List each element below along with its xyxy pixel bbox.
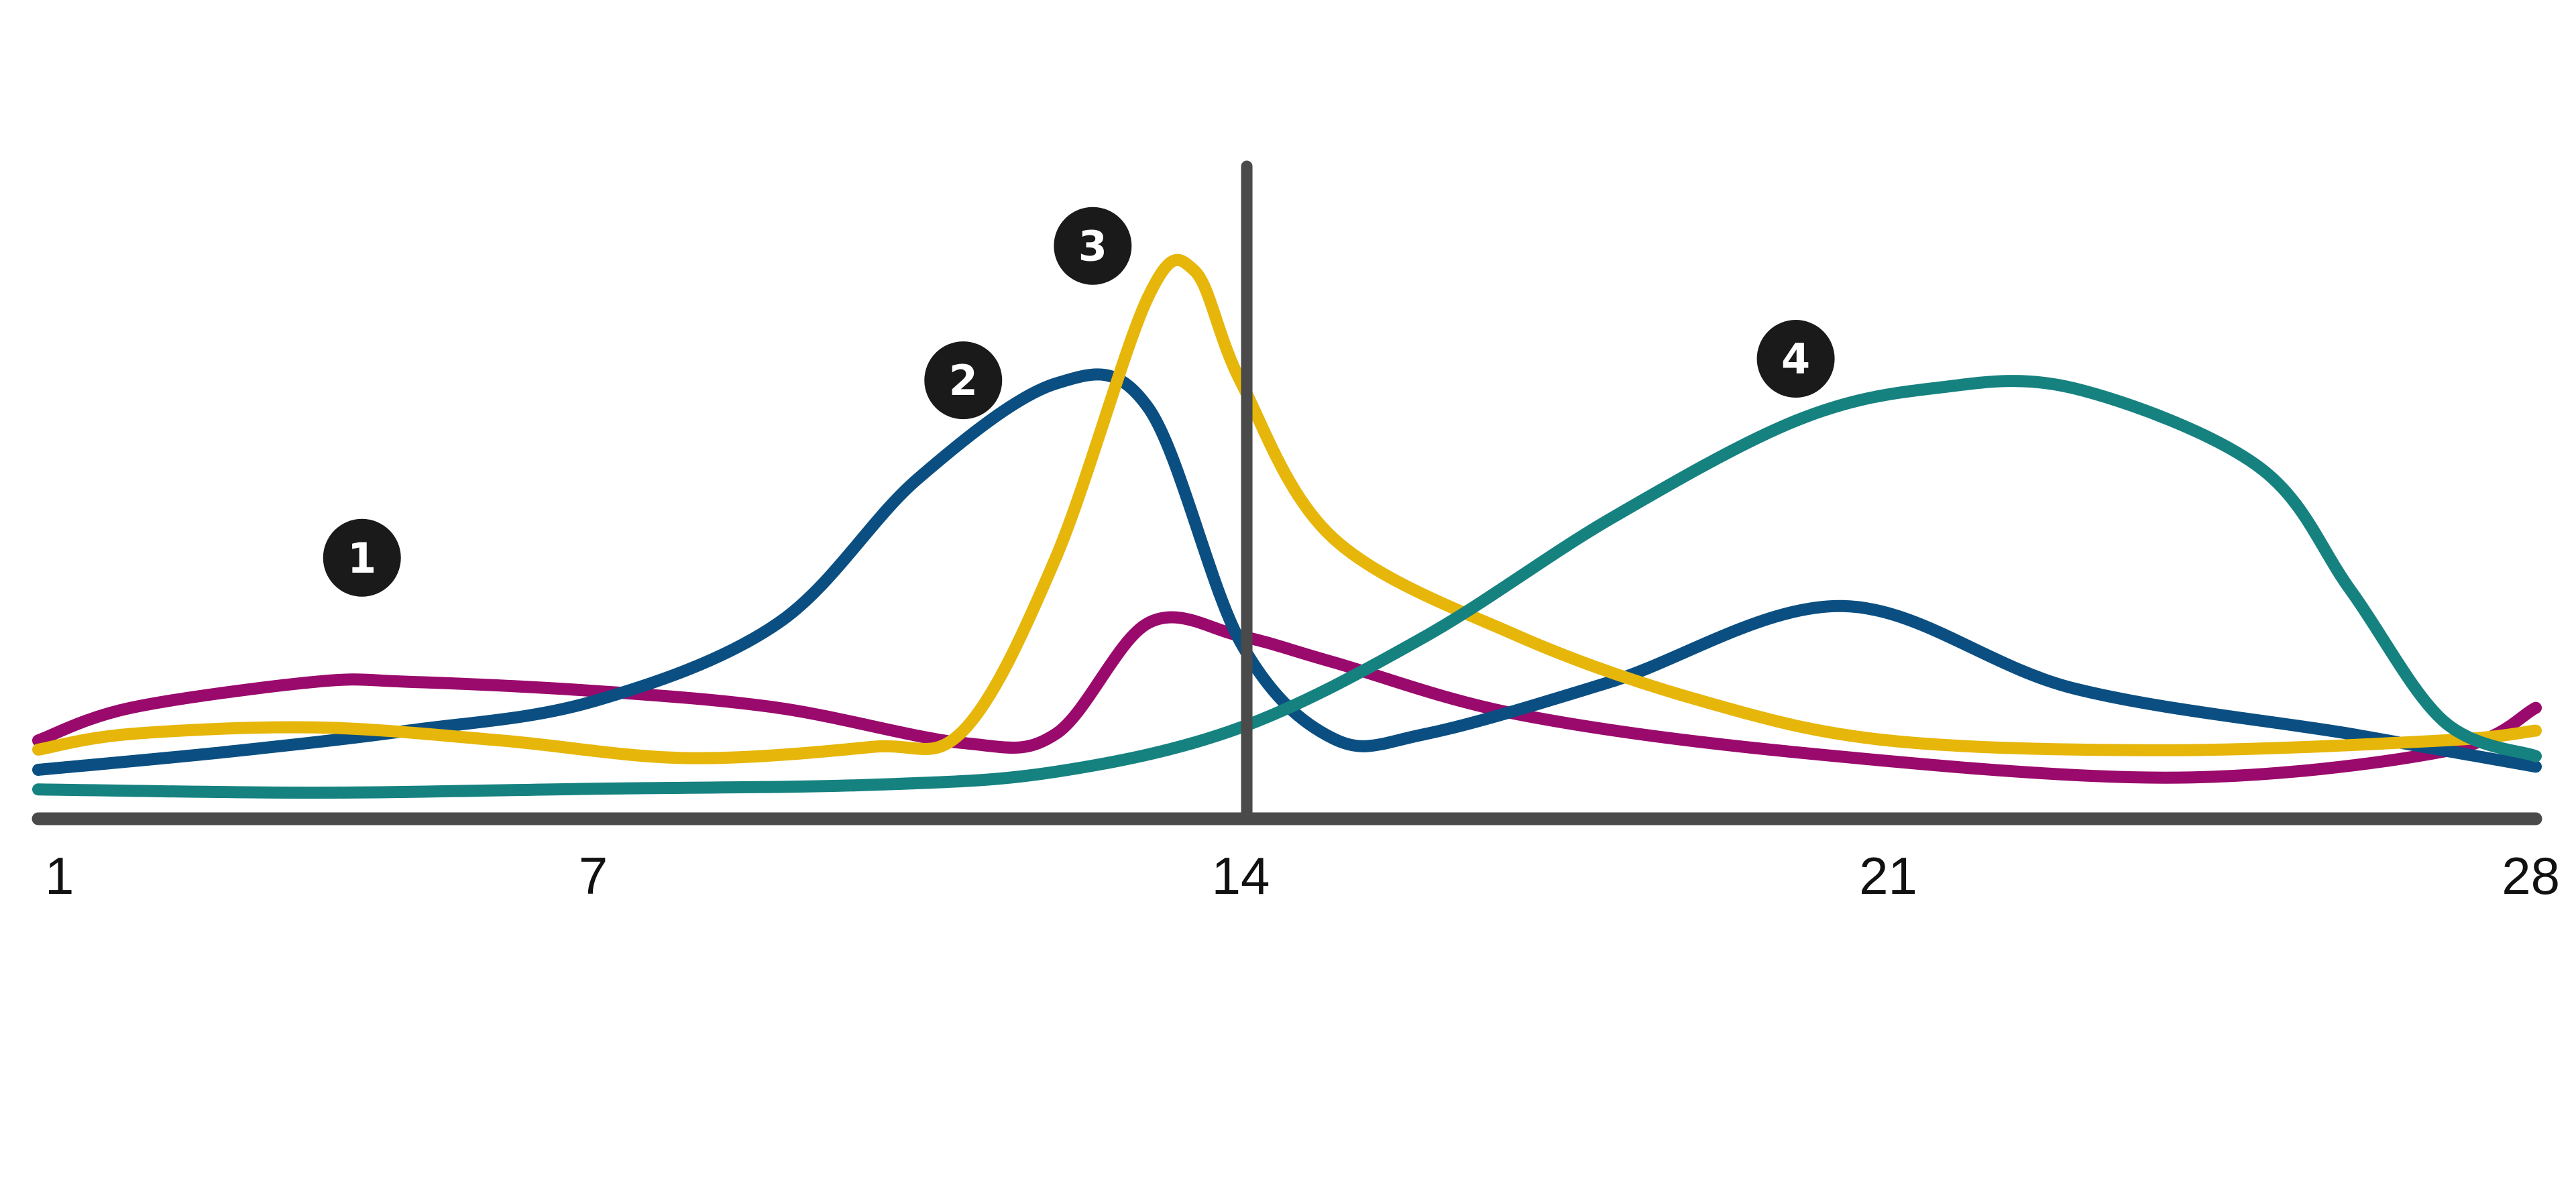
series-line-4 (32, 375, 2542, 799)
annotation-label: 4 (1781, 335, 1810, 384)
x-tick-label: 1 (45, 846, 74, 905)
x-tick-label: 14 (1212, 846, 1270, 905)
annotation-circle (323, 518, 401, 597)
x-tick-label: 7 (579, 846, 608, 905)
annotation-label: 1 (347, 534, 376, 583)
annotation-circle (1756, 320, 1835, 398)
series-layer (32, 253, 2542, 799)
x-axis-tick-labels: 1 7 14 21 28 (45, 846, 2560, 905)
annotation-marker-2: 2 (924, 341, 1003, 420)
annotation-circle (1054, 207, 1132, 285)
series-line-2 (32, 368, 2542, 776)
annotation-label: 2 (949, 356, 978, 405)
annotation-marker-1: 1 (323, 518, 401, 597)
x-tick-label: 21 (1859, 846, 1917, 905)
x-tick-label: 28 (2502, 846, 2560, 905)
annotation-marker-3: 3 (1054, 207, 1132, 285)
annotation-marker-4: 4 (1756, 320, 1835, 398)
annotation-label: 3 (1078, 222, 1107, 271)
series-line-1 (32, 611, 2542, 784)
annotation-circle (924, 341, 1003, 420)
series-line-3 (32, 253, 2542, 764)
annotation-markers: 1 2 3 4 (323, 207, 1835, 597)
